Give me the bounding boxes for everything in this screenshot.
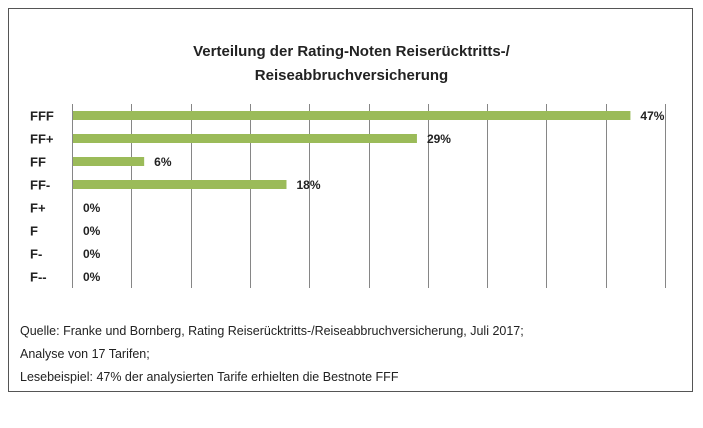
analysis-note: Analyse von 17 Tarifen;	[20, 347, 150, 361]
category-label: F+	[30, 201, 46, 216]
category-label: FF	[30, 155, 46, 170]
source-note: Quelle: Franke und Bornberg, Rating Reis…	[20, 324, 524, 338]
data-label: 0%	[83, 224, 101, 238]
category-label: FF+	[30, 132, 54, 147]
data-label: 0%	[83, 270, 101, 284]
category-label: F--	[30, 270, 47, 285]
chart-title-line-2: Reiseabbruchversicherung	[254, 67, 449, 84]
category-label: FF-	[30, 178, 50, 193]
bar	[73, 180, 287, 189]
data-label: 47%	[640, 109, 664, 123]
chart-notes: Quelle: Franke und Bornberg, Rating Reis…	[20, 320, 524, 389]
reading-example-note: Lesebeispiel: 47% der analysierten Tarif…	[20, 370, 399, 384]
data-label: 0%	[83, 247, 101, 261]
bar	[73, 157, 145, 166]
bar	[73, 111, 631, 120]
category-label: F-	[30, 247, 42, 262]
bar	[73, 134, 417, 143]
data-label: 6%	[154, 155, 172, 169]
data-label: 0%	[83, 201, 101, 215]
chart-frame	[8, 8, 693, 392]
data-label: 29%	[427, 132, 451, 146]
chart-title-line-1: Verteilung der Rating-Noten Reiserücktri…	[193, 43, 510, 60]
category-label: F	[30, 224, 38, 239]
data-label: 18%	[296, 178, 320, 192]
chart-title: Verteilung der Rating-Noten Reiserücktri…	[0, 40, 703, 88]
category-label: FFF	[30, 109, 54, 124]
